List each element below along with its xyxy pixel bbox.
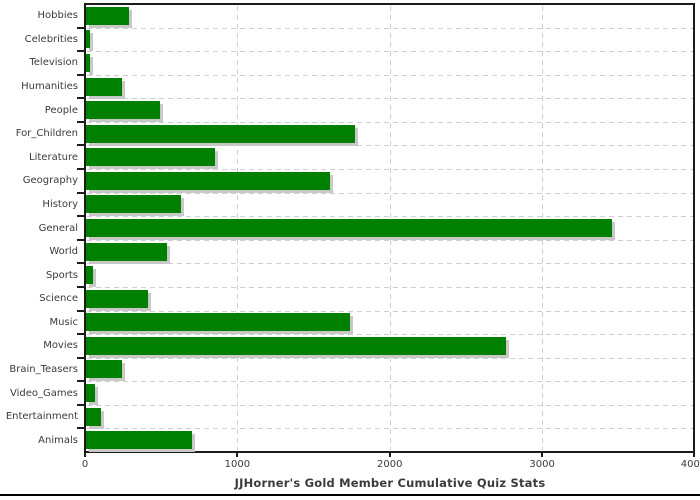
x-axis-tick: [388, 452, 391, 457]
bar-people: [86, 101, 160, 120]
bar-humanities: [86, 77, 123, 96]
y-label-sports: Sports: [45, 269, 78, 281]
x-tick-label-1000: 1000: [224, 459, 251, 470]
y-label-brain-teasers: Brain_Teasers: [9, 363, 78, 375]
y-label-history: History: [42, 198, 78, 210]
bar-sports: [86, 266, 93, 285]
y-label-music: Music: [49, 316, 78, 328]
bar-music: [86, 313, 351, 332]
y-label-celebrities: Celebrities: [24, 33, 78, 45]
y-axis-tick: [77, 144, 85, 147]
bar-video-games: [86, 384, 95, 403]
y-label-general: General: [38, 222, 78, 234]
y-axis-tick: [77, 262, 85, 265]
bar-geography: [86, 171, 331, 190]
y-axis-tick: [77, 403, 85, 406]
y-axis-tick: [77, 168, 85, 171]
bar-television: [86, 53, 91, 72]
bar-celebrities: [86, 30, 91, 49]
chart-title: JJHorner's Gold Member Cumulative Quiz S…: [234, 476, 546, 490]
x-tick-label-0: 0: [81, 459, 89, 470]
y-label-for-children: For_Children: [15, 128, 78, 140]
y-label-animals: Animals: [38, 434, 78, 446]
bar-movies: [86, 336, 506, 355]
bar-brain-teasers: [86, 360, 123, 379]
bar-entertainment: [86, 407, 101, 426]
bar-animals: [86, 431, 192, 450]
y-label-geography: Geography: [22, 175, 78, 187]
y-axis-tick: [77, 309, 85, 312]
y-label-people: People: [44, 104, 78, 116]
y-label-movies: Movies: [43, 340, 78, 352]
y-axis-tick: [77, 356, 85, 359]
y-label-science: Science: [39, 293, 78, 305]
y-axis-tick: [77, 97, 85, 100]
x-tick-label-4000: 4000: [680, 459, 700, 470]
bar-science: [86, 289, 149, 308]
x-axis-tick: [541, 452, 544, 457]
x-axis-tick: [84, 452, 86, 457]
y-axis-tick: [77, 333, 85, 336]
y-axis-tick: [77, 285, 85, 288]
bar-hobbies: [86, 6, 130, 25]
y-label-entertainment: Entertainment: [5, 411, 78, 423]
x-axis-tick: [692, 452, 695, 457]
x-tick-label-3000: 3000: [529, 459, 555, 470]
bar-literature: [86, 148, 215, 167]
y-axis-tick: [77, 427, 85, 430]
x-tick-label-2000: 2000: [377, 459, 403, 470]
y-axis-tick: [77, 120, 85, 123]
y-label-literature: Literature: [29, 151, 78, 163]
y-axis-tick: [77, 238, 85, 241]
y-label-humanities: Humanities: [21, 81, 78, 93]
bar-world: [86, 242, 168, 261]
bar-history: [86, 195, 181, 214]
bar-general: [86, 219, 613, 237]
y-label-television: Television: [29, 57, 78, 69]
y-label-world: World: [49, 246, 78, 258]
y-axis-tick: [77, 215, 85, 218]
y-axis-tick: [77, 73, 85, 76]
y-axis-tick: [77, 26, 85, 29]
bar-for-children: [86, 124, 355, 143]
bottom-separator-line: [0, 494, 700, 496]
y-axis-tick: [77, 191, 85, 194]
y-label-hobbies: Hobbies: [37, 10, 78, 22]
y-axis-tick: [77, 50, 85, 53]
y-label-video-games: Video_Games: [10, 387, 78, 399]
y-axis-tick: [77, 380, 85, 383]
x-axis-tick: [236, 452, 239, 457]
